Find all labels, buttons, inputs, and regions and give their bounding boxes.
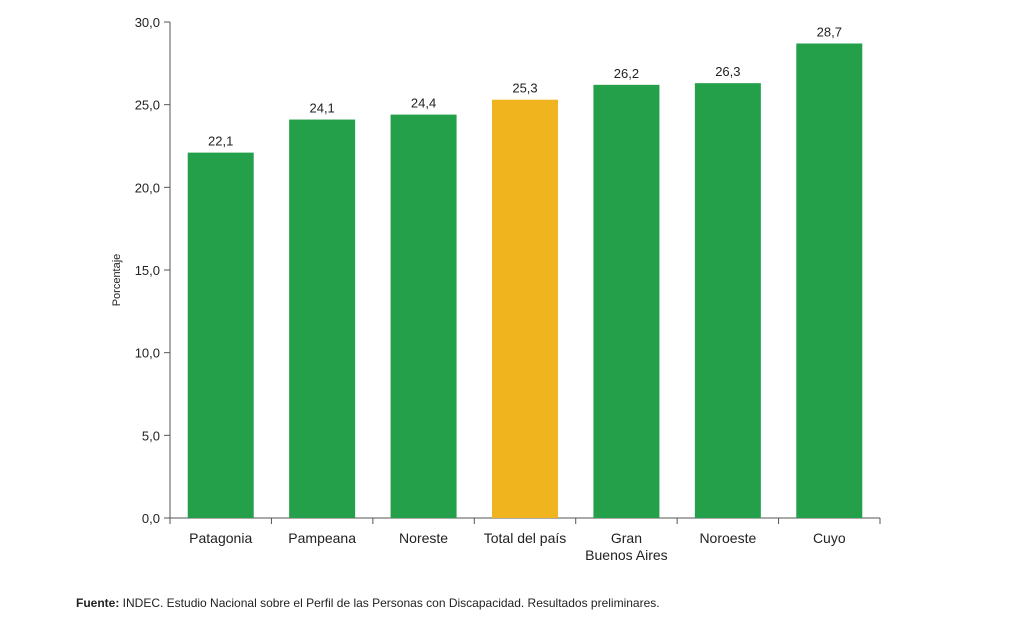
bar — [796, 43, 863, 518]
x-category-label: Noroeste — [699, 530, 756, 546]
bar-value-label: 25,3 — [512, 81, 537, 96]
bar-value-label: 28,7 — [817, 24, 842, 39]
y-tick-label: 15,0 — [135, 263, 160, 278]
bar-value-label: 26,3 — [715, 64, 740, 79]
y-tick-label: 5,0 — [142, 428, 160, 443]
x-category-label: Cuyo — [813, 530, 846, 546]
y-axis-title: Porcentaje — [111, 254, 123, 307]
bar-value-label: 26,2 — [614, 66, 639, 81]
source-note: Fuente: INDEC. Estudio Nacional sobre el… — [76, 596, 660, 610]
bar — [694, 83, 761, 518]
y-tick-label: 20,0 — [135, 180, 160, 195]
bar-value-label: 24,1 — [309, 101, 334, 116]
bar — [390, 114, 457, 518]
x-category-label: Pampeana — [288, 530, 356, 546]
bar — [289, 119, 356, 519]
x-category-label: Buenos Aires — [585, 547, 668, 563]
bar — [593, 84, 660, 519]
bar-value-label: 22,1 — [208, 134, 233, 149]
chart: 0,0 5,0 10,0 15,0 20,0 25,0 30,0 22,1 Patagonia 2… — [111, 15, 881, 563]
bar — [187, 152, 254, 518]
bar-value-label: 24,4 — [411, 96, 436, 111]
y-tick-label: 30,0 — [135, 15, 160, 30]
x-category-label: Gran — [611, 530, 642, 546]
bar — [492, 99, 558, 518]
x-category-label: Patagonia — [189, 530, 252, 546]
y-tick-label: 10,0 — [135, 346, 160, 361]
y-tick-label: 25,0 — [135, 98, 160, 113]
y-tick-label: 0,0 — [142, 511, 160, 526]
x-category-label: Noreste — [399, 530, 448, 546]
x-category-label: Total del país — [484, 530, 567, 546]
source-label: Fuente: — [76, 596, 120, 610]
source-text: INDEC. Estudio Nacional sobre el Perfil … — [119, 596, 660, 610]
bar-chart-svg: 0,0 5,0 10,0 15,0 20,0 25,0 30,0 22,1 Patagonia 2… — [111, 15, 881, 563]
